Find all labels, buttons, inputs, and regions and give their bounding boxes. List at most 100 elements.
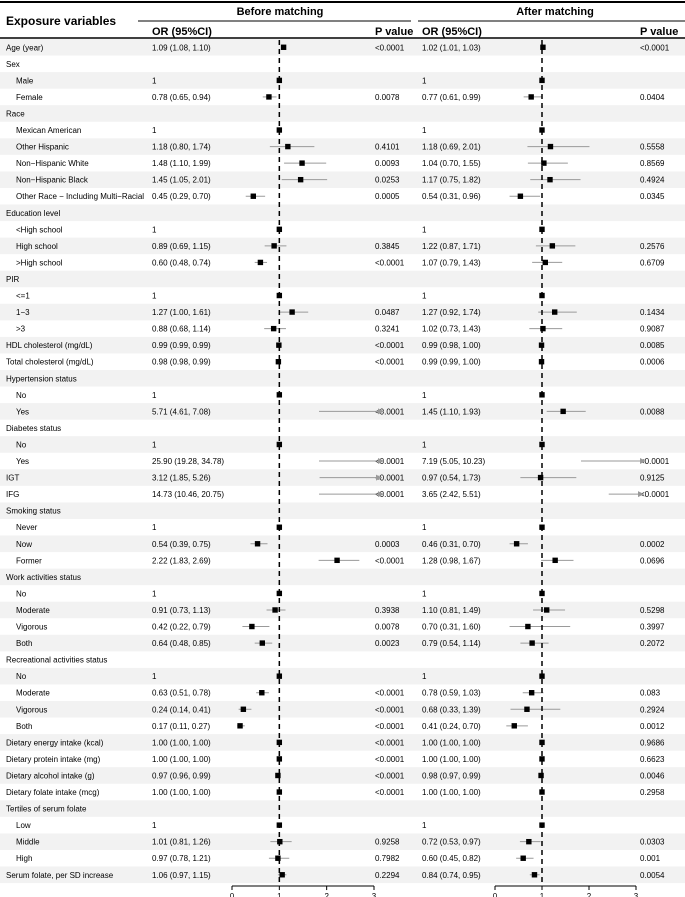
row-label: PIR bbox=[6, 275, 20, 284]
row-band bbox=[0, 502, 685, 519]
before-or-ci: 0.64 (0.48, 0.85) bbox=[152, 639, 211, 648]
after-or-ci: 1 bbox=[422, 440, 427, 449]
row-label: Other Race − Including Multi−Racial bbox=[16, 192, 144, 201]
after-arrow-head bbox=[638, 491, 644, 498]
before-or-ci: 1.01 (0.81, 1.26) bbox=[152, 838, 211, 847]
before-p-value: 0.0005 bbox=[375, 192, 400, 201]
after-p-value: 0.8569 bbox=[640, 159, 665, 168]
header-or-before: OR (95%CI) bbox=[152, 26, 212, 38]
row-band bbox=[0, 303, 685, 321]
before-or-ci: 1.00 (1.00, 1.00) bbox=[152, 755, 211, 764]
before-point-estimate bbox=[279, 872, 285, 878]
before-or-ci: 0.42 (0.22, 0.79) bbox=[152, 623, 211, 632]
row-label: Never bbox=[16, 523, 38, 532]
row-band bbox=[0, 270, 685, 288]
row-label: <=1 bbox=[16, 292, 30, 301]
header-after-matching: After matching bbox=[516, 6, 594, 18]
after-point-estimate bbox=[540, 44, 546, 50]
before-arrow-head bbox=[378, 408, 384, 415]
before-x-tick-label: 0 bbox=[230, 892, 235, 897]
row-label: No bbox=[16, 589, 27, 598]
after-or-ci: 3.65 (2.42, 5.51) bbox=[422, 490, 481, 499]
after-or-ci: 1 bbox=[422, 589, 427, 598]
row-label: Other Hispanic bbox=[16, 143, 69, 152]
before-x-tick-label: 1 bbox=[277, 892, 282, 897]
before-p-value: <0.0001 bbox=[375, 689, 405, 698]
before-or-ci: 0.45 (0.29, 0.70) bbox=[152, 192, 211, 201]
before-point-estimate bbox=[250, 193, 256, 199]
row-label: Both bbox=[16, 722, 32, 731]
after-or-ci: 1.18 (0.69, 2.01) bbox=[422, 143, 481, 152]
before-or-ci: 0.60 (0.48, 0.74) bbox=[152, 258, 211, 267]
after-or-ci: 1.45 (1.10, 1.93) bbox=[422, 407, 481, 416]
before-p-value: <0.0001 bbox=[375, 722, 405, 731]
before-point-estimate bbox=[257, 259, 264, 266]
after-p-value: 0.0303 bbox=[640, 838, 665, 847]
before-or-ci: 0.97 (0.78, 1.21) bbox=[152, 854, 211, 863]
before-p-value: <0.0001 bbox=[375, 705, 405, 714]
row-label: Dietary alcohol intake (g) bbox=[6, 771, 95, 780]
after-point-estimate bbox=[539, 789, 545, 795]
before-point-estimate bbox=[276, 789, 283, 795]
after-or-ci: 1 bbox=[422, 225, 427, 234]
before-p-value: 0.9258 bbox=[375, 838, 400, 847]
row-band bbox=[0, 39, 685, 56]
after-or-ci: 0.72 (0.53, 0.97) bbox=[422, 838, 481, 847]
before-p-value: <0.0001 bbox=[375, 258, 405, 267]
after-p-value: 0.6623 bbox=[640, 755, 665, 764]
after-or-ci: 1.02 (0.73, 1.43) bbox=[422, 325, 481, 334]
before-p-value: <0.0001 bbox=[375, 407, 405, 416]
after-or-ci: 1.00 (1.00, 1.00) bbox=[422, 755, 481, 764]
after-or-ci: 0.97 (0.54, 1.73) bbox=[422, 474, 481, 483]
before-or-ci: 14.73 (10.46, 20.75) bbox=[152, 490, 224, 499]
row-label: Dietary folate intake (mcg) bbox=[6, 788, 100, 797]
row-label: Age (year) bbox=[6, 43, 44, 52]
before-or-ci: 1.27 (1.00, 1.61) bbox=[152, 308, 211, 317]
before-point-estimate bbox=[280, 44, 287, 50]
after-p-value: 0.0006 bbox=[640, 358, 665, 367]
before-p-value: <0.0001 bbox=[375, 771, 405, 780]
after-or-ci: 0.60 (0.45, 0.82) bbox=[422, 854, 481, 863]
row-band bbox=[0, 800, 685, 817]
after-point-estimate bbox=[524, 706, 530, 712]
row-label: Dietary energy intake (kcal) bbox=[6, 738, 104, 747]
before-p-value: 0.3845 bbox=[375, 242, 400, 251]
after-or-ci: 1.00 (1.00, 1.00) bbox=[422, 738, 481, 747]
after-or-ci: 0.77 (0.61, 0.99) bbox=[422, 93, 481, 102]
before-or-ci: 0.54 (0.39, 0.75) bbox=[152, 540, 211, 549]
row-label: Diabetes status bbox=[6, 424, 61, 433]
row-band bbox=[0, 734, 685, 751]
row-band bbox=[0, 601, 685, 619]
after-p-value: <0.0001 bbox=[640, 490, 670, 499]
after-point-estimate bbox=[538, 342, 545, 348]
before-point-estimate bbox=[276, 756, 283, 762]
after-p-value: 0.2958 bbox=[640, 788, 665, 797]
row-label: <High school bbox=[16, 225, 63, 234]
before-point-estimate bbox=[259, 690, 265, 696]
after-or-ci: 7.19 (5.05, 10.23) bbox=[422, 457, 485, 466]
before-or-ci: 1.18 (0.80, 1.74) bbox=[152, 143, 211, 152]
after-p-value: 0.0054 bbox=[640, 871, 665, 880]
after-or-ci: 1.22 (0.87, 1.71) bbox=[422, 242, 481, 251]
row-label: Both bbox=[16, 639, 32, 648]
header-variables: Exposure variables bbox=[6, 14, 116, 28]
after-p-value: 0.1434 bbox=[640, 308, 665, 317]
before-or-ci: 0.97 (0.96, 0.99) bbox=[152, 771, 211, 780]
before-or-ci: 0.89 (0.69, 1.15) bbox=[152, 242, 211, 251]
after-point-estimate bbox=[537, 474, 544, 481]
row-band bbox=[0, 171, 685, 188]
before-point-estimate bbox=[259, 640, 265, 646]
before-arrow-head bbox=[378, 491, 384, 498]
after-or-ci: 1 bbox=[422, 76, 427, 85]
row-band bbox=[0, 72, 685, 89]
before-or-ci: 1.48 (1.10, 1.99) bbox=[152, 159, 211, 168]
after-or-ci: 1.17 (0.75, 1.82) bbox=[422, 176, 481, 185]
row-label: Moderate bbox=[16, 606, 50, 615]
row-band bbox=[0, 436, 685, 453]
before-point-estimate bbox=[289, 309, 295, 315]
row-band bbox=[0, 336, 685, 354]
header-or-after: OR (95%CI) bbox=[422, 26, 482, 38]
before-or-ci: 1 bbox=[152, 391, 157, 400]
row-label: >3 bbox=[16, 325, 26, 334]
after-p-value: 0.0696 bbox=[640, 556, 665, 565]
